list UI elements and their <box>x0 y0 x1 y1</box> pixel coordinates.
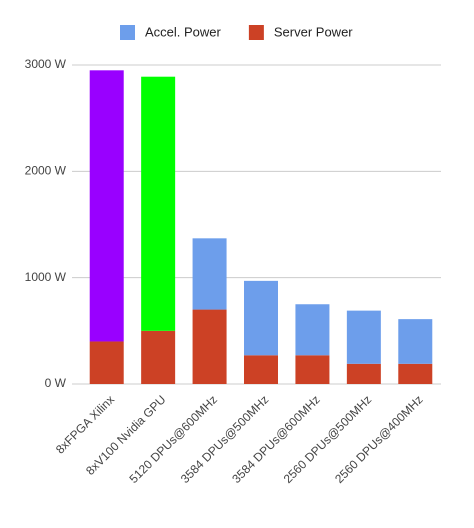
legend-label: Server Power <box>274 24 353 39</box>
y-tick-label: 0 W <box>45 376 67 390</box>
x-tick-label: 5120 DPUs@600MHz <box>126 392 220 486</box>
bar-segment <box>346 363 381 384</box>
bar-segment <box>398 363 433 384</box>
x-tick-label: 2560 DPUs@500MHz <box>281 392 375 486</box>
x-tick-label: 3584 DPUs@600MHz <box>229 392 323 486</box>
legend-label: Accel. Power <box>145 24 222 39</box>
bar-segment <box>244 355 278 384</box>
x-tick-label: 2560 DPUs@400MHz <box>332 392 426 486</box>
bar-segment <box>295 304 330 356</box>
bar-segment <box>398 319 433 364</box>
bar-segment <box>244 280 278 356</box>
bar-segment <box>89 70 124 342</box>
bar-segment <box>141 330 176 384</box>
bar-segment <box>295 355 330 384</box>
x-tick-label: 3584 DPUs@500MHz <box>178 392 272 486</box>
bar-segment <box>346 310 381 364</box>
bar-segment <box>192 309 227 384</box>
legend-swatch <box>120 25 135 40</box>
bar-segment <box>192 238 227 310</box>
bar-segment <box>141 76 176 331</box>
y-tick-label: 3000 W <box>25 57 67 71</box>
legend-swatch <box>248 25 264 40</box>
y-tick-label: 1000 W <box>25 270 67 284</box>
bar-segment <box>89 341 124 384</box>
y-tick-label: 2000 W <box>25 164 67 178</box>
